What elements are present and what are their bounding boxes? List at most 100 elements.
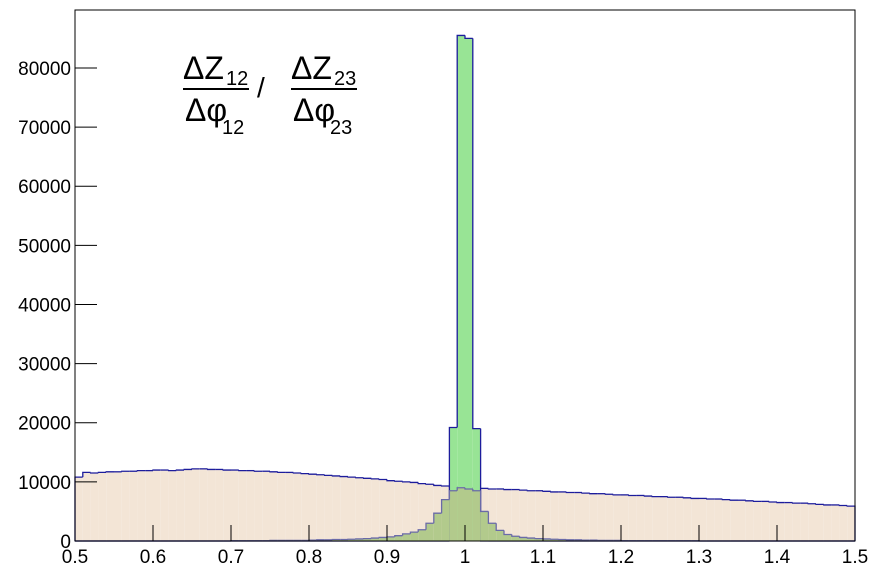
- denominator: Δφ: [185, 92, 227, 128]
- histogram-bar: [473, 491, 481, 541]
- histogram-edge: [371, 478, 379, 479]
- histogram-bar: [122, 471, 130, 541]
- histogram-bar: [434, 513, 442, 541]
- histogram-edge: [223, 469, 231, 470]
- histogram-edge: [442, 485, 450, 486]
- histogram-edge: [348, 477, 356, 478]
- subscript: 12: [226, 68, 248, 90]
- y-tick-label: 80000: [18, 59, 71, 80]
- separator: /: [257, 72, 265, 103]
- histogram-bar: [652, 497, 660, 541]
- histogram-bar: [660, 497, 668, 541]
- histogram-bar: [590, 494, 598, 541]
- histogram-bar: [293, 473, 301, 541]
- histogram-bar: [465, 38, 473, 541]
- histogram-bar: [239, 471, 247, 541]
- histogram-bar: [286, 472, 294, 541]
- histogram-edge: [629, 495, 637, 496]
- histogram-bar: [309, 474, 317, 541]
- histogram-edge: [590, 493, 598, 494]
- histogram-bar: [223, 470, 231, 541]
- histogram-edge: [566, 492, 574, 493]
- y-tick-label: 50000: [18, 236, 71, 257]
- histogram-edge: [379, 479, 387, 480]
- histogram-bar: [403, 534, 411, 541]
- histogram-bar: [715, 499, 723, 541]
- histogram-bar: [91, 473, 99, 541]
- histogram-edge: [793, 503, 801, 504]
- histogram-bar: [208, 469, 216, 541]
- histogram-bar: [824, 505, 832, 541]
- histogram-bar: [145, 471, 153, 541]
- x-tick-label: 1.5: [842, 547, 868, 568]
- y-tick-label: 40000: [18, 295, 71, 316]
- histogram-bar: [512, 536, 520, 541]
- histogram-edge: [418, 482, 426, 483]
- histogram-bar: [130, 471, 138, 541]
- histogram-edge: [106, 472, 114, 473]
- histogram-bar: [512, 490, 520, 541]
- x-tick-label: 0.8: [296, 547, 322, 568]
- histogram-bar: [777, 503, 785, 541]
- histogram-edge: [816, 504, 824, 505]
- histogram-edge: [317, 474, 325, 475]
- histogram-bar: [348, 477, 356, 541]
- histogram-bar: [169, 471, 177, 541]
- x-tick-label: 1.4: [764, 547, 791, 568]
- histogram-bar: [707, 499, 715, 541]
- x-tick-label: 0.5: [62, 547, 88, 568]
- histogram-edge: [824, 504, 832, 505]
- histogram-edge: [465, 35, 473, 38]
- histogram-bar: [247, 471, 255, 541]
- histogram-bar: [754, 501, 762, 541]
- histogram-edge: [309, 474, 317, 475]
- histogram-edge: [652, 496, 660, 497]
- histogram-edge: [192, 469, 200, 470]
- histogram-bar: [613, 495, 621, 541]
- histogram-bar: [629, 495, 637, 541]
- x-tick-label: 1: [460, 547, 471, 568]
- histogram-bar: [457, 488, 465, 541]
- histogram-bar: [270, 472, 278, 541]
- subscript: 12: [222, 117, 244, 139]
- histogram-bar: [691, 498, 699, 541]
- histogram-edge: [644, 495, 652, 496]
- histogram-edge: [301, 473, 309, 474]
- histogram-bar: [559, 492, 567, 541]
- histogram-edge: [434, 484, 442, 485]
- histogram-bar: [785, 503, 793, 541]
- histogram-edge: [239, 470, 247, 471]
- histogram-edge: [473, 38, 481, 428]
- histogram-bar: [317, 475, 325, 541]
- histogram-bar: [668, 497, 676, 541]
- histogram-bar: [598, 494, 606, 541]
- histogram-edge: [98, 472, 106, 473]
- histogram-edge: [153, 470, 161, 471]
- histogram-bar: [621, 495, 629, 541]
- histogram-bar: [722, 500, 730, 541]
- histogram-bar: [793, 503, 801, 541]
- histogram-bar: [340, 477, 348, 541]
- histogram-edge: [683, 497, 691, 498]
- histogram-edge: [91, 472, 99, 473]
- histogram-bar: [332, 476, 340, 541]
- histogram-edge: [777, 502, 785, 503]
- histogram-edge: [613, 494, 621, 495]
- histogram-edge: [137, 471, 145, 472]
- histogram-bar: [192, 469, 200, 541]
- histogram-bar: [176, 470, 184, 541]
- histogram-edge: [582, 493, 590, 494]
- x-tick-label: 1.3: [686, 547, 712, 568]
- histogram-bar: [184, 469, 192, 541]
- histogram-bar: [683, 498, 691, 541]
- histogram-edge: [839, 505, 847, 506]
- y-tick-label: 10000: [18, 473, 71, 494]
- formula: ΔZ 12 Δφ 12 / ΔZ 23 Δφ 23: [183, 50, 357, 139]
- histogram-bar: [839, 506, 847, 541]
- histogram-bar: [231, 470, 239, 541]
- histogram-bar: [504, 534, 512, 541]
- histogram-edge: [325, 475, 333, 476]
- y-tick-label: 60000: [18, 177, 71, 198]
- histogram-bar: [442, 500, 450, 541]
